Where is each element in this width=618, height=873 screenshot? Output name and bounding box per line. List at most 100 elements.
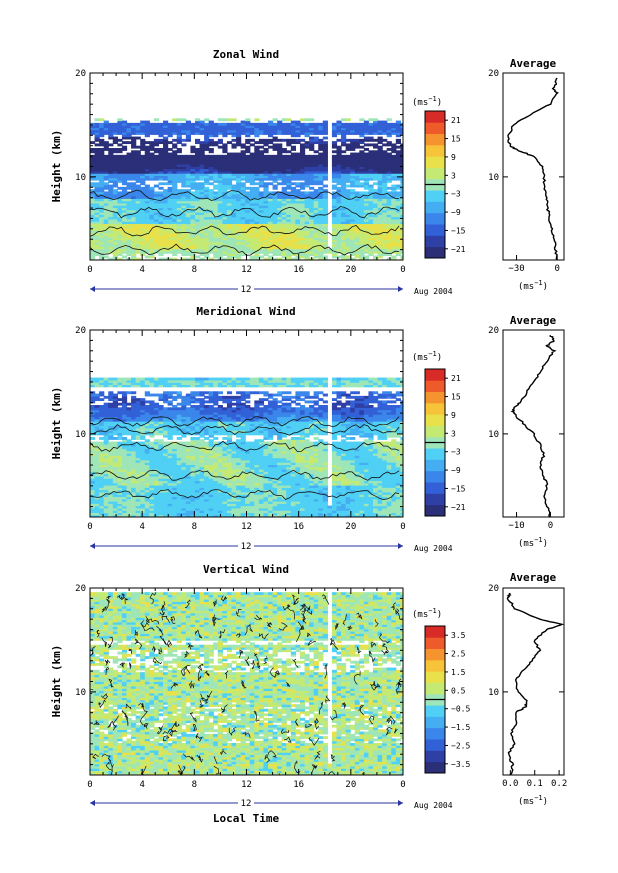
heatmap-cell (204, 145, 210, 149)
heatmap-cell (368, 170, 374, 174)
heatmap-cell (149, 168, 155, 172)
heatmap-cell (222, 168, 228, 172)
heatmap-cell (158, 503, 164, 507)
heatmap-cell (163, 434, 169, 438)
heatmap-cell (99, 441, 105, 445)
heatmap-cell (386, 157, 392, 161)
heatmap-cell (163, 425, 169, 429)
heatmap-cell (140, 473, 146, 477)
heatmap-cell (240, 246, 246, 250)
heatmap-cell (176, 237, 182, 241)
heatmap-cell (245, 212, 251, 215)
heatmap-cell (336, 232, 342, 236)
heatmap-cell (144, 228, 150, 231)
heatmap-cell (377, 170, 383, 174)
heatmap-cell (336, 138, 342, 142)
heatmap-cell (318, 212, 324, 215)
heatmap-cell (103, 225, 109, 229)
heatmap-cell (167, 393, 173, 397)
heatmap-cell (373, 175, 379, 179)
heatmap-cell (190, 129, 196, 133)
heatmap-cell (382, 175, 388, 179)
heatmap-cell (172, 198, 178, 202)
heatmap-cell (153, 122, 160, 126)
heatmap-cell (199, 209, 205, 213)
heatmap-cell (368, 152, 374, 156)
heatmap-cell (190, 246, 196, 250)
heatmap-cell (117, 237, 123, 241)
heatmap-cell (245, 232, 251, 236)
heatmap-cell (258, 138, 265, 142)
heatmap-cell (199, 244, 205, 247)
heatmap-cell (199, 257, 205, 260)
heatmap-cell (254, 157, 260, 161)
heatmap-cell (163, 221, 169, 225)
heatmap-cell (135, 196, 141, 199)
heatmap-cell (290, 134, 296, 138)
heatmap-cell (144, 485, 150, 488)
heatmap-cell (140, 455, 146, 459)
heatmap-cell (176, 180, 182, 183)
heatmap-cell (245, 196, 251, 199)
heatmap-cell (94, 223, 100, 227)
heatmap-cell (194, 166, 201, 170)
heatmap-cell (199, 216, 205, 220)
heatmap-cell (290, 145, 296, 149)
heatmap-cell (163, 457, 169, 461)
heatmap-cell (140, 214, 146, 218)
heatmap-cell (286, 184, 292, 188)
heatmap-cell (131, 485, 137, 488)
heatmap-cell (254, 205, 260, 209)
heatmap-cell (263, 182, 269, 186)
heatmap-cell (126, 154, 132, 158)
heatmap-cell (194, 157, 201, 161)
heatmap-cell (190, 191, 196, 195)
heatmap-cell (103, 501, 109, 504)
heatmap-cell (131, 250, 137, 254)
heatmap-cell (103, 395, 109, 399)
heatmap-cell (377, 161, 383, 165)
heatmap-cell (117, 416, 123, 420)
heatmap-cell (99, 462, 105, 466)
heatmap-cell (249, 173, 255, 177)
heatmap-cell (336, 173, 342, 177)
heatmap-cell (112, 234, 118, 238)
heatmap-cell (236, 138, 242, 142)
heatmap-cell (309, 136, 315, 140)
heatmap-cell (108, 418, 114, 422)
heatmap-cell (354, 193, 360, 197)
heatmap-cell (299, 173, 306, 177)
heatmap-cell (249, 154, 255, 158)
heatmap-cell (121, 175, 128, 179)
heatmap-cell (281, 246, 287, 250)
heatmap-cell (190, 234, 196, 238)
heatmap-cell (240, 161, 246, 165)
heatmap-cell (236, 246, 242, 250)
heatmap-cell (290, 122, 296, 126)
heatmap-cell (112, 409, 118, 413)
heatmap-cell (158, 494, 164, 498)
heatmap-cell (181, 405, 187, 408)
heatmap-cell (258, 198, 265, 202)
heatmap-cell (131, 225, 137, 229)
heatmap-cell (240, 168, 246, 172)
heatmap-cell (208, 120, 214, 124)
heatmap-cell (176, 416, 182, 420)
heatmap-cell (108, 414, 114, 418)
heatmap-cell (304, 214, 310, 218)
heatmap-cell (395, 198, 401, 202)
heatmap-cell (272, 250, 278, 254)
heatmap-cell (140, 421, 146, 424)
heatmap-cell (194, 241, 201, 245)
heatmap-cell (373, 228, 379, 231)
heatmap-cell (135, 489, 141, 493)
heatmap-cell (281, 180, 287, 183)
heatmap-cell (126, 253, 132, 257)
heatmap-cell (226, 129, 233, 133)
heatmap-cell (135, 164, 141, 167)
day-label: 12 (241, 285, 252, 295)
heatmap-cell (135, 125, 141, 129)
heatmap-cell (286, 250, 292, 254)
heatmap-cell (395, 150, 401, 154)
heatmap-cell (304, 216, 310, 220)
